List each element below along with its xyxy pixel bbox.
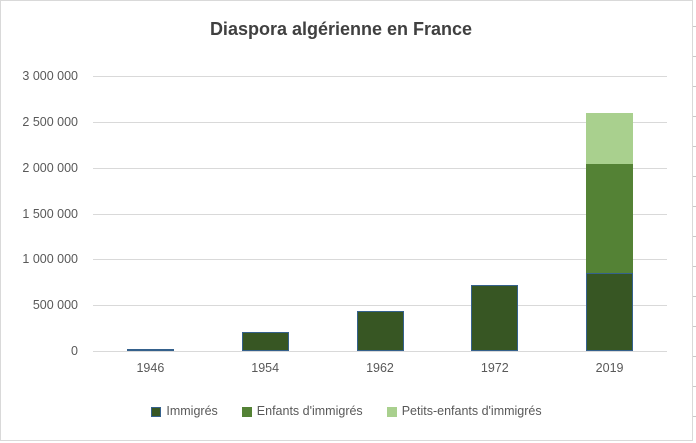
bar-segment[interactable]: [471, 285, 519, 351]
legend-swatch-enfants: [241, 406, 252, 417]
worksheet-gridline-dash: [693, 296, 696, 297]
gridline: [93, 121, 667, 123]
worksheet-gridline-dash: [693, 176, 696, 177]
chart-title: Diaspora algérienne en France: [209, 19, 473, 39]
bar-segment[interactable]: [356, 311, 404, 351]
worksheet-gridline-dash: [693, 356, 696, 357]
y-tick-label: 3 000 000: [22, 69, 78, 83]
legend-label: Petits-enfants d'immigrés: [401, 404, 542, 418]
bar-segment[interactable]: [586, 273, 634, 351]
gridline: [93, 259, 667, 261]
bar-segment[interactable]: [241, 331, 289, 351]
legend-item-enfants: Enfants d'immigrés: [241, 404, 363, 419]
plot-area: [93, 76, 667, 352]
bar-segment[interactable]: [586, 164, 634, 274]
worksheet-gridline-dash: [693, 236, 696, 237]
gridline: [93, 167, 667, 169]
worksheet-gridline-dash: [693, 86, 696, 87]
x-tick-label: 1962: [366, 361, 394, 375]
legend-label: Immigrés: [166, 404, 218, 418]
gridline: [93, 351, 667, 352]
worksheet-gridline-dash: [693, 416, 696, 417]
y-tick-label: 2 000 000: [22, 160, 78, 175]
bar-segment[interactable]: [586, 112, 634, 164]
worksheet-gridline-dash: [693, 266, 696, 267]
bar-segment[interactable]: [126, 348, 174, 351]
chart-legend: Immigrés Enfants d'immigrés Petits-enfan…: [0, 404, 693, 419]
y-tick-label: 2 500 000: [22, 114, 78, 129]
x-tick-label: 2019: [595, 361, 624, 375]
gridline: [93, 76, 667, 77]
legend-swatch-petits-enfants: [386, 406, 397, 417]
worksheet-gridline-strip: [693, 0, 696, 443]
worksheet-gridline-dash: [693, 146, 696, 147]
legend-label: Enfants d'immigrés: [256, 404, 363, 418]
legend-item-immigres: Immigrés: [151, 404, 218, 419]
x-tick-label: 1946: [136, 361, 165, 375]
worksheet-gridline-dash: [693, 26, 696, 27]
worksheet-gridline-dash: [693, 56, 696, 57]
worksheet-gridline-dash: [693, 326, 696, 327]
x-tick-label: 1954: [251, 361, 280, 375]
y-tick-label: 1 500 000: [22, 206, 78, 221]
worksheet-gridline-dash: [693, 116, 696, 117]
worksheet-gridline-dash: [693, 206, 696, 207]
x-tick-label: 1972: [480, 361, 509, 375]
gridline: [93, 305, 667, 307]
legend-swatch-immigres: [151, 406, 162, 417]
worksheet-gridline-dash: [693, 386, 696, 387]
y-tick-label: 0: [71, 344, 78, 358]
y-tick-label: 1 000 000: [22, 252, 78, 267]
y-tick-label: 500 000: [32, 298, 78, 313]
legend-item-petits-enfants: Petits-enfants d'immigrés: [386, 404, 542, 419]
gridline: [93, 213, 667, 215]
